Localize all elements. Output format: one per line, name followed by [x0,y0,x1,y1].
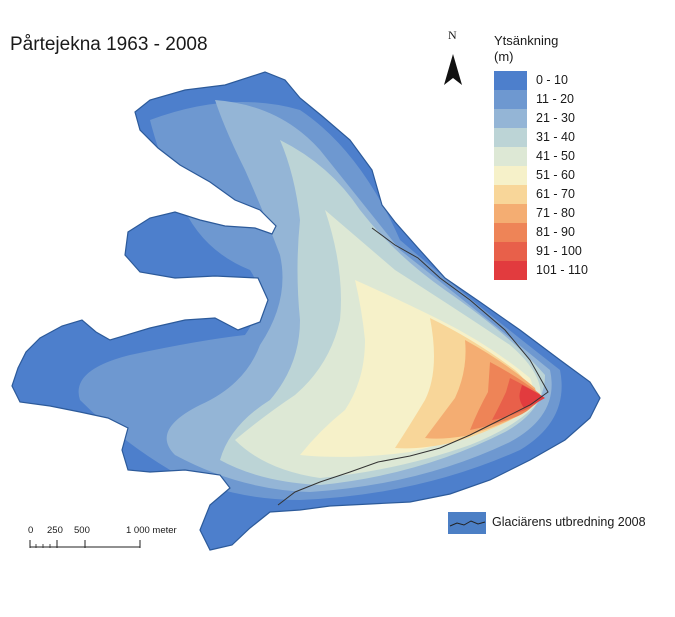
legend-swatch [494,204,527,223]
legend-label: 11 - 20 [536,92,574,106]
legend-swatch [494,242,527,261]
scale-label-0: 0 [28,525,34,536]
legend-item: 41 - 50 [494,147,644,166]
legend-label: 51 - 60 [536,168,575,182]
legend-label: 81 - 90 [536,225,575,239]
glacier-outline-2008 [277,227,549,506]
legend-label: 0 - 10 [536,73,568,87]
north-arrow-icon [444,54,462,85]
legend-swatch [494,128,527,147]
legend-swatch [494,185,527,204]
scale-bar: 0 250 500 1 000 meter [28,525,178,555]
legend-label: 61 - 70 [536,187,575,201]
legend-swatch [494,71,527,90]
legend-swatch [494,223,527,242]
scale-bar-graphic [29,540,141,548]
legend-label: 41 - 50 [536,149,575,163]
legend-item: 11 - 20 [494,90,644,109]
legend-item: 31 - 40 [494,128,644,147]
legend-item: 101 - 110 [494,261,644,280]
outline-legend-swatch [448,512,486,534]
legend-label: 71 - 80 [536,206,575,220]
legend-label: 101 - 110 [536,263,588,277]
scale-label-500: 500 [74,525,90,536]
legend-item: 0 - 10 [494,71,644,90]
legend-swatch [494,90,527,109]
legend-item: 81 - 90 [494,223,644,242]
north-label: N [448,28,457,42]
legend-title-line2: (m) [494,49,514,64]
elevation-zones [78,100,562,500]
scale-label-250: 250 [47,525,63,536]
legend-title: Ytsänkning (m) [494,33,558,65]
legend-item: 91 - 100 [494,242,644,261]
north-arrow: N [440,28,470,88]
zone-91-100 [492,378,543,420]
legend-item: 21 - 30 [494,109,644,128]
legend-label: 91 - 100 [536,244,582,258]
legend-item: 61 - 70 [494,185,644,204]
legend-label: 31 - 40 [536,130,575,144]
legend-swatch [494,109,527,128]
legend-swatch [494,166,527,185]
legend-item: 71 - 80 [494,204,644,223]
map-title: Pårtejekna 1963 - 2008 [10,34,208,55]
legend-swatch [494,261,527,280]
outline-line-icon [449,520,486,527]
scale-label-1000: 1 000 meter [126,525,177,536]
zone-101-110 [519,385,545,408]
legend: 0 - 10 11 - 20 21 - 30 31 - 40 41 - 50 5… [494,71,644,280]
legend-swatch [494,147,527,166]
outline-legend-label: Glaciärens utbredning 2008 [492,515,646,529]
legend-title-line1: Ytsänkning [494,33,559,48]
legend-label: 21 - 30 [536,111,575,125]
legend-item: 51 - 60 [494,166,644,185]
